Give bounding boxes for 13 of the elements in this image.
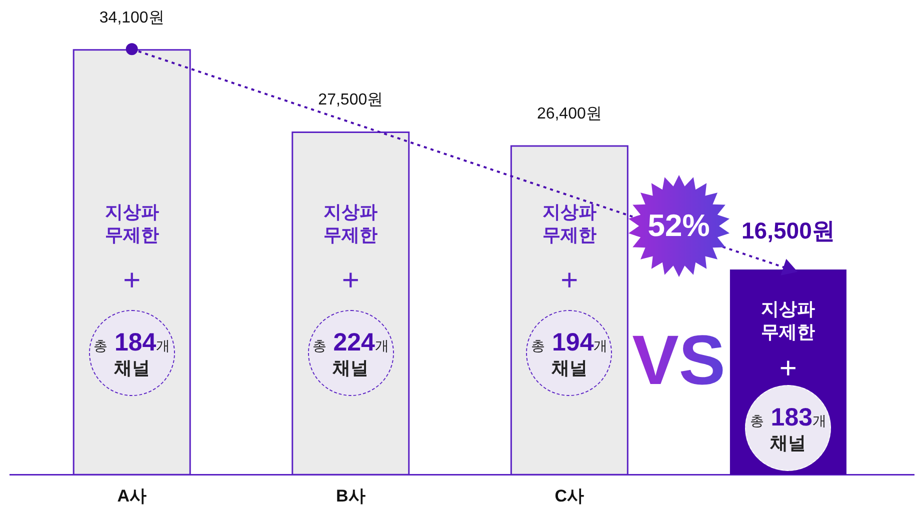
- x-tick-label: A사: [117, 486, 146, 506]
- data-label: 26,400원: [536, 104, 602, 125]
- annotation: 52%: [648, 208, 710, 244]
- data-label: 16,500원: [742, 216, 835, 246]
- x-tick-label: B사: [336, 486, 366, 506]
- text: 지상파 무제한 + 총 224개 채널: [312, 202, 389, 378]
- data-label: 27,500원: [318, 90, 384, 111]
- text: 지상파 무제한 + 총 194개 채널: [531, 202, 608, 378]
- annotation: VS: [632, 320, 726, 399]
- annotation: 지상파 무제한 + 총 183개 채널: [750, 298, 827, 453]
- text: 지상파 무제한 + 총 184개 채널: [94, 202, 170, 378]
- data-label: 34,100원: [99, 8, 164, 29]
- x-tick-label: C사: [554, 486, 584, 506]
